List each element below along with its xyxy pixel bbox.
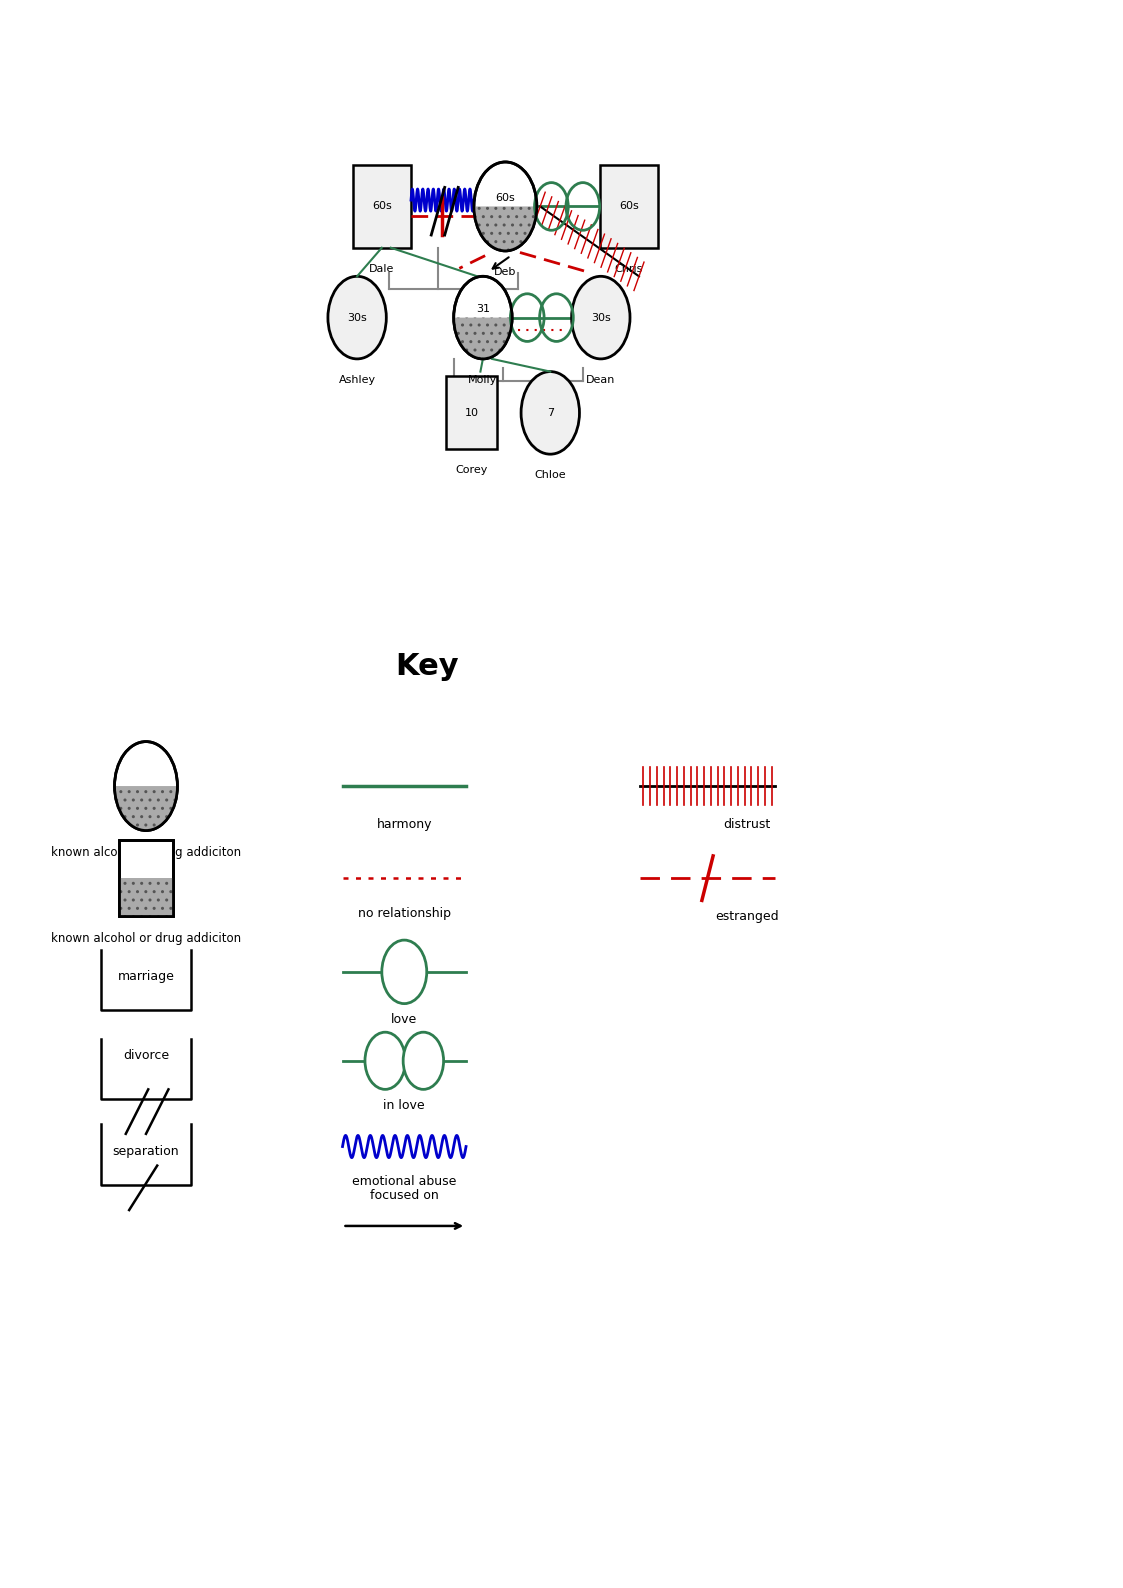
Wedge shape — [454, 318, 512, 359]
Wedge shape — [115, 786, 177, 831]
Text: 31: 31 — [476, 305, 490, 314]
Text: Molly: Molly — [468, 375, 497, 384]
Circle shape — [521, 372, 579, 454]
Text: 60s: 60s — [372, 202, 392, 211]
Text: 60s: 60s — [495, 192, 515, 203]
Text: estranged: estranged — [715, 910, 778, 923]
Circle shape — [403, 1032, 444, 1089]
Text: harmony: harmony — [376, 818, 432, 831]
Text: Key: Key — [395, 653, 458, 681]
Circle shape — [328, 276, 386, 359]
Circle shape — [474, 162, 537, 251]
Text: 30s: 30s — [591, 313, 611, 322]
Text: marriage: marriage — [118, 970, 174, 983]
Text: 7: 7 — [547, 408, 554, 418]
Text: Chloe: Chloe — [535, 470, 566, 480]
Text: Deb: Deb — [494, 267, 517, 276]
Text: focused on: focused on — [369, 1189, 439, 1202]
Bar — [119, 878, 173, 916]
Text: 30s: 30s — [347, 313, 367, 322]
Text: love: love — [391, 1013, 418, 1026]
Circle shape — [454, 276, 512, 359]
Bar — [600, 165, 658, 248]
Circle shape — [382, 940, 427, 1004]
Text: divorce: divorce — [122, 1050, 170, 1062]
Text: Dean: Dean — [586, 375, 615, 384]
Text: known alcohol or drug addiciton: known alcohol or drug addiciton — [51, 846, 241, 859]
Text: emotional abuse: emotional abuse — [353, 1175, 456, 1188]
Text: Dale: Dale — [369, 264, 394, 273]
Text: separation: separation — [112, 1145, 180, 1158]
Bar — [119, 840, 173, 916]
Bar — [119, 878, 173, 916]
Text: known alcohol or drug addiciton: known alcohol or drug addiciton — [51, 932, 241, 945]
Text: in love: in love — [383, 1099, 426, 1112]
Text: Corey: Corey — [456, 465, 487, 475]
Circle shape — [572, 276, 630, 359]
Text: Chris: Chris — [614, 264, 643, 273]
Text: Ashley: Ashley — [338, 375, 376, 384]
Circle shape — [115, 742, 177, 831]
Bar — [119, 840, 173, 916]
Bar — [446, 376, 497, 449]
Circle shape — [365, 1032, 405, 1089]
Text: 60s: 60s — [619, 202, 639, 211]
Text: no relationship: no relationship — [358, 907, 450, 919]
Wedge shape — [474, 206, 537, 251]
Text: 10: 10 — [465, 408, 478, 418]
Bar — [353, 165, 411, 248]
Text: distrust: distrust — [723, 818, 770, 831]
